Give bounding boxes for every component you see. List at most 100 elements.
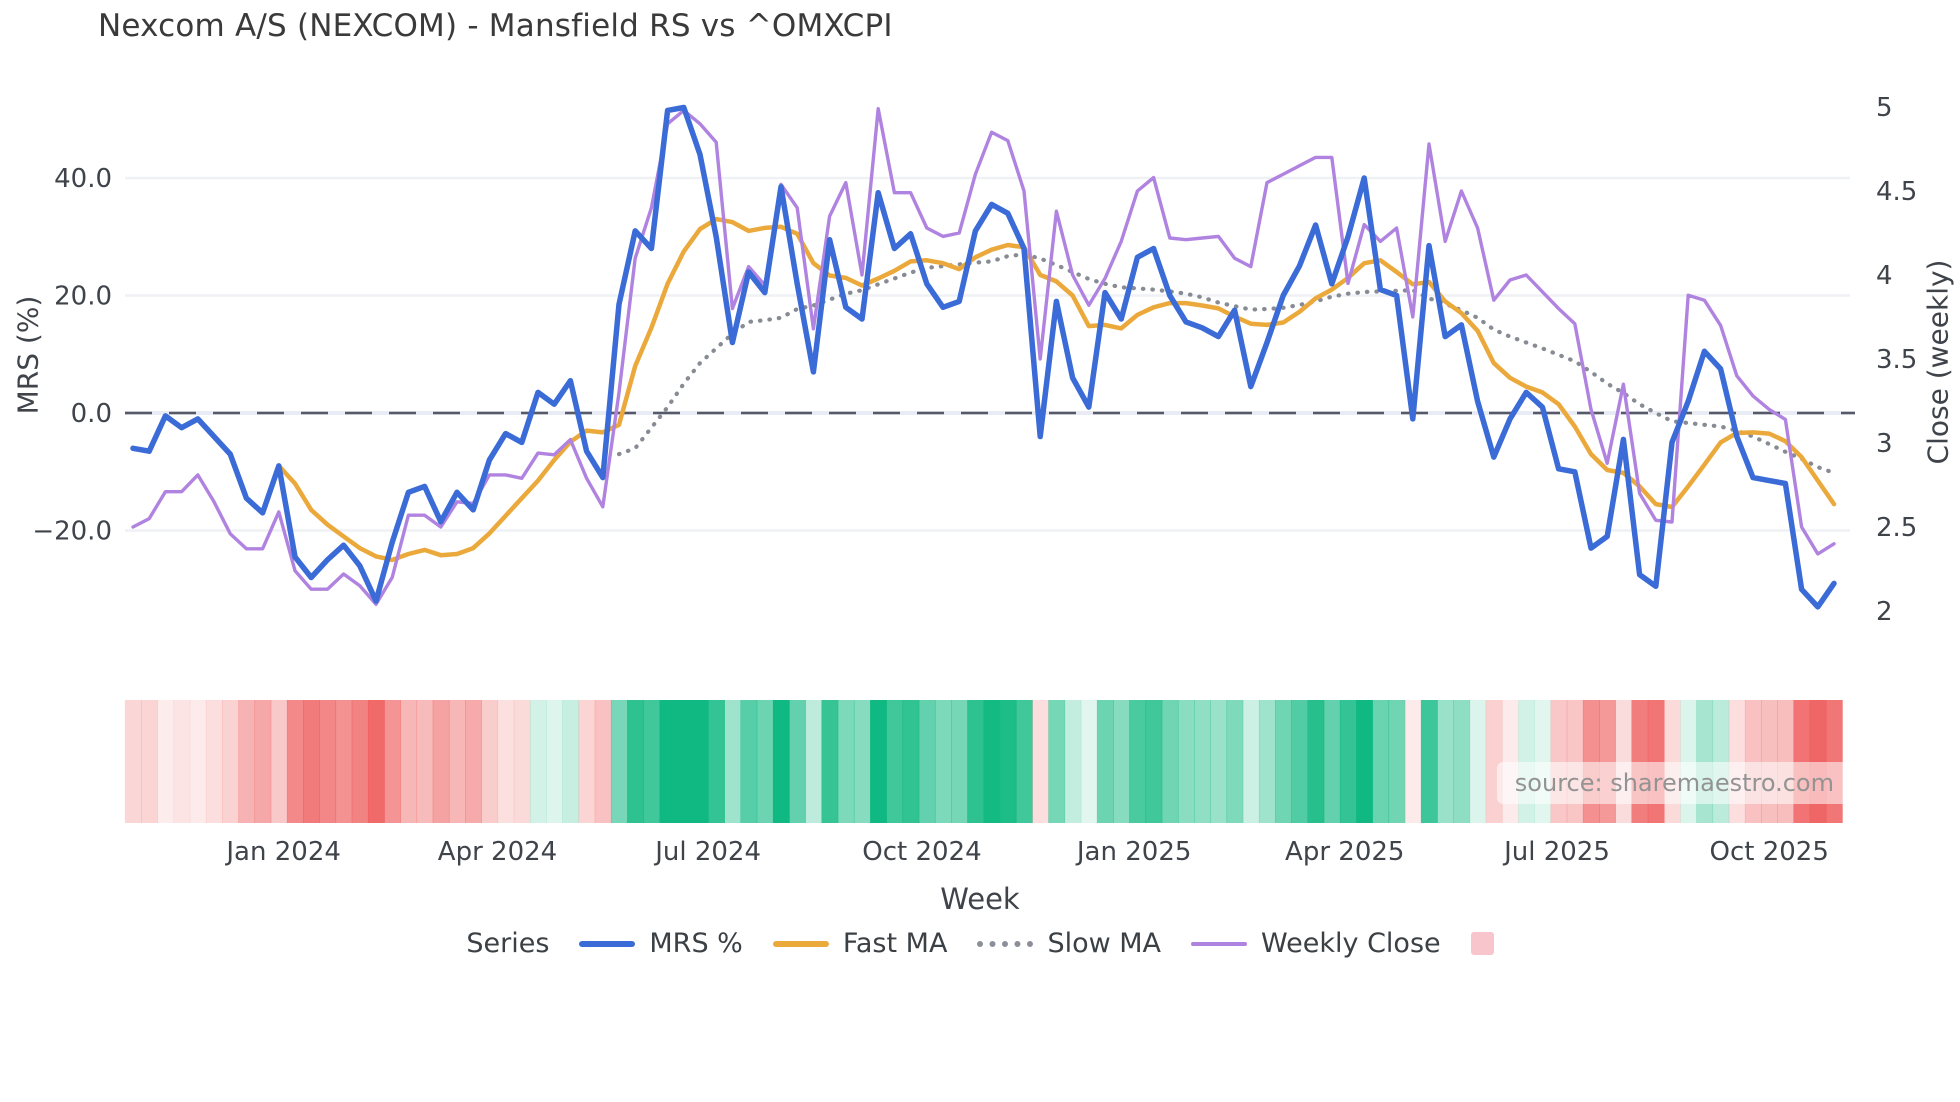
heatmap-cell: [465, 700, 482, 823]
heatmap-cell: [1226, 700, 1244, 823]
heatmap-cell: [367, 700, 385, 823]
heatmap-cell: [1404, 700, 1422, 823]
legend-item-fast-ma[interactable]: Fast MA: [772, 928, 948, 959]
heatmap-cell: [708, 700, 725, 823]
heatmap-cell: [351, 700, 369, 823]
y-tick-label-left: 40.0: [54, 164, 112, 194]
y-tick-label-left: 20.0: [54, 282, 112, 312]
heatmap-cell: [934, 700, 952, 823]
legend-item-weekly-close[interactable]: Weekly Close: [1191, 928, 1441, 959]
heatmap-cell: [513, 700, 531, 823]
heatmap-cell: [951, 700, 968, 823]
x-tick-label: Jul 2024: [653, 837, 761, 867]
x-tick-label: Oct 2025: [1710, 837, 1829, 867]
heatmap-cell: [303, 700, 320, 823]
heatmap-cell: [238, 700, 256, 823]
heatmap-cell: [335, 700, 353, 823]
heatmap-cell: [821, 700, 839, 823]
heatmap-cell: [124, 700, 142, 823]
x-tick-label: Oct 2024: [862, 837, 981, 867]
fast-ma-line: [276, 216, 1837, 563]
heatmap-cell: [1064, 700, 1082, 823]
heatmap-cell: [546, 700, 563, 823]
heatmap-cell: [1096, 700, 1114, 823]
heatmap-cell: [691, 700, 709, 823]
heatmap-cell: [789, 700, 806, 823]
heatmap-cell: [319, 700, 337, 823]
legend-item-mrs-[interactable]: MRS %: [579, 928, 743, 959]
x-tick-label: Jan 2024: [224, 837, 341, 867]
heatmap-cell: [837, 700, 855, 823]
heatmap-cell: [384, 700, 401, 823]
heatmap-cell: [1323, 700, 1341, 823]
chart-title: Nexcom A/S (NEXCOM) - Mansfield RS vs ^O…: [98, 8, 893, 44]
heatmap-cell: [983, 700, 1001, 823]
y-tick-label-right: 2: [1876, 597, 1893, 627]
slow-ma-line: [616, 252, 1837, 475]
heatmap-cell: [643, 700, 661, 823]
legend-item-label: Fast MA: [842, 928, 948, 959]
heatmap-cell: [416, 700, 434, 823]
heatmap-cell: [659, 700, 677, 823]
heatmap-cell: [400, 700, 418, 823]
heatmap-cell: [805, 700, 823, 823]
legend-title: Series: [466, 928, 550, 959]
y-tick-label-right: 3.5: [1876, 345, 1917, 375]
weekly-close-line: [131, 106, 1836, 606]
y-tick-label-left: −20.0: [32, 517, 112, 547]
heatmap-cell: [141, 700, 158, 823]
heatmap-cell: [286, 700, 304, 823]
heatmap-cell: [529, 700, 547, 823]
heatmap-cell: [886, 700, 904, 823]
heatmap-cell: [1339, 700, 1357, 823]
heatmap-cell: [902, 700, 920, 823]
x-tick-label: Jan 2025: [1075, 837, 1192, 867]
heatmap-cell: [1420, 700, 1438, 823]
mrs-line: [130, 104, 1837, 610]
legend: Series MRS % Fast MA Slow MA Weekly Close: [0, 928, 1960, 959]
heatmap-cell: [756, 700, 774, 823]
heatmap-cell: [173, 700, 191, 823]
heatmap-cell: [1242, 700, 1260, 823]
heatmap-cell: [772, 700, 790, 823]
y-tick-label-right: 4.5: [1876, 177, 1917, 207]
heatmap-cell: [578, 700, 596, 823]
y-tick-label-right: 2.5: [1876, 513, 1917, 543]
x-tick-label: Apr 2025: [1285, 837, 1404, 867]
heatmap-cell: [481, 700, 499, 823]
heatmap-cell: [594, 700, 612, 823]
legend-item-slow-ma[interactable]: Slow MA: [977, 928, 1161, 959]
heatmap-cell: [1194, 700, 1211, 823]
legend-item-label: MRS %: [649, 928, 743, 959]
heatmap-cell: [1469, 700, 1487, 823]
heatmap-cell: [1372, 700, 1390, 823]
heatmap-cell: [1129, 700, 1147, 823]
heatmap-cell: [222, 700, 239, 823]
legend-item-heatmap[interactable]: [1470, 932, 1494, 955]
y-tick-label-right: 4: [1876, 261, 1893, 291]
heatmap-cell: [448, 700, 466, 823]
x-tick-label: Jul 2025: [1502, 837, 1610, 867]
heatmap-cell: [1388, 700, 1406, 823]
heatmap-cell: [740, 700, 758, 823]
heatmap-cell: [497, 700, 515, 823]
heatmap-cell: [1453, 700, 1471, 823]
heatmap-cell: [1015, 700, 1033, 823]
heatmap-cell: [724, 700, 742, 823]
heatmap-cell: [1177, 700, 1195, 823]
heatmap-cell: [1161, 700, 1179, 823]
heatmap-cell: [1307, 700, 1325, 823]
line-swatch: [772, 940, 829, 947]
heatmap-swatch: [1470, 932, 1494, 955]
heatmap-cell: [1291, 700, 1309, 823]
heatmap-cell: [918, 700, 936, 823]
heatmap-cell: [853, 700, 871, 823]
legend-item-label: Weekly Close: [1261, 928, 1441, 959]
line-swatch: [1191, 941, 1248, 946]
heatmap-cell: [1113, 700, 1130, 823]
heatmap-cell: [627, 700, 644, 823]
y-tick-label-right: 5: [1876, 93, 1893, 123]
heatmap-cell: [157, 700, 175, 823]
line-swatch: [977, 940, 1034, 947]
x-axis-title: Week: [940, 882, 1020, 916]
